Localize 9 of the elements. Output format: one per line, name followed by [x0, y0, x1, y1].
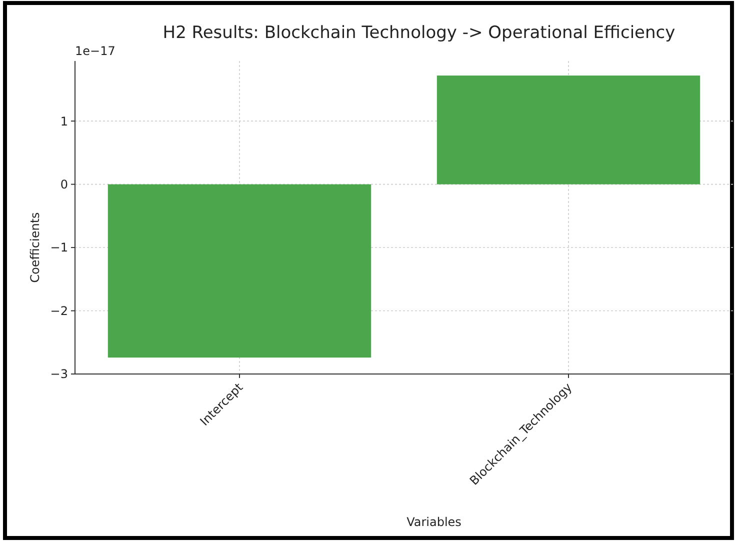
text: 1e−17: [75, 44, 116, 58]
y-tick-label: −1: [50, 240, 68, 255]
x-axis-title: Variables: [406, 515, 462, 529]
y-tick-label: −3: [50, 367, 68, 382]
y-axis-title: Coefficients: [28, 212, 42, 283]
y-tick-label: −2: [50, 304, 68, 318]
chart-title: H2 Results: Blockchain Technology -> Operational Efficiency: [162, 23, 676, 43]
y-tick-label: 1: [60, 114, 68, 128]
y-tick-label: 0: [60, 178, 68, 192]
